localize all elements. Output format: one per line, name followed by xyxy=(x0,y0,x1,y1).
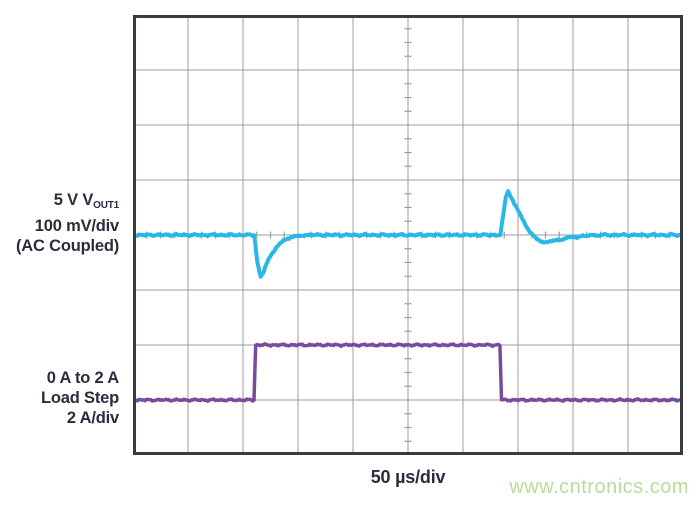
scope-plot-area xyxy=(133,15,683,455)
load-step-trace xyxy=(133,342,683,403)
vout1-label-line3: (AC Coupled) xyxy=(16,237,119,255)
watermark: www.cntronics.com xyxy=(509,476,689,498)
load-label-line1: 0 A to 2 A xyxy=(46,369,119,387)
load-label-line3: 2 A/div xyxy=(66,409,119,427)
vout1-channel-label: 5 V VOUT1 100 mV/div (AC Coupled) xyxy=(16,190,119,256)
vout1-label-line2: 100 mV/div xyxy=(34,217,119,235)
timebase-label: 50 µs/div xyxy=(370,467,446,487)
vout1-trace xyxy=(133,189,683,279)
grid-border xyxy=(133,15,683,455)
scope-grid-svg xyxy=(133,15,683,455)
load-step-label: 0 A to 2 A Load Step 2 A/div xyxy=(41,368,119,428)
load-label-line2: Load Step xyxy=(41,389,119,407)
vout1-subscript: OUT1 xyxy=(93,200,119,211)
vout1-label-line1: 5 V VOUT1 xyxy=(53,191,119,211)
